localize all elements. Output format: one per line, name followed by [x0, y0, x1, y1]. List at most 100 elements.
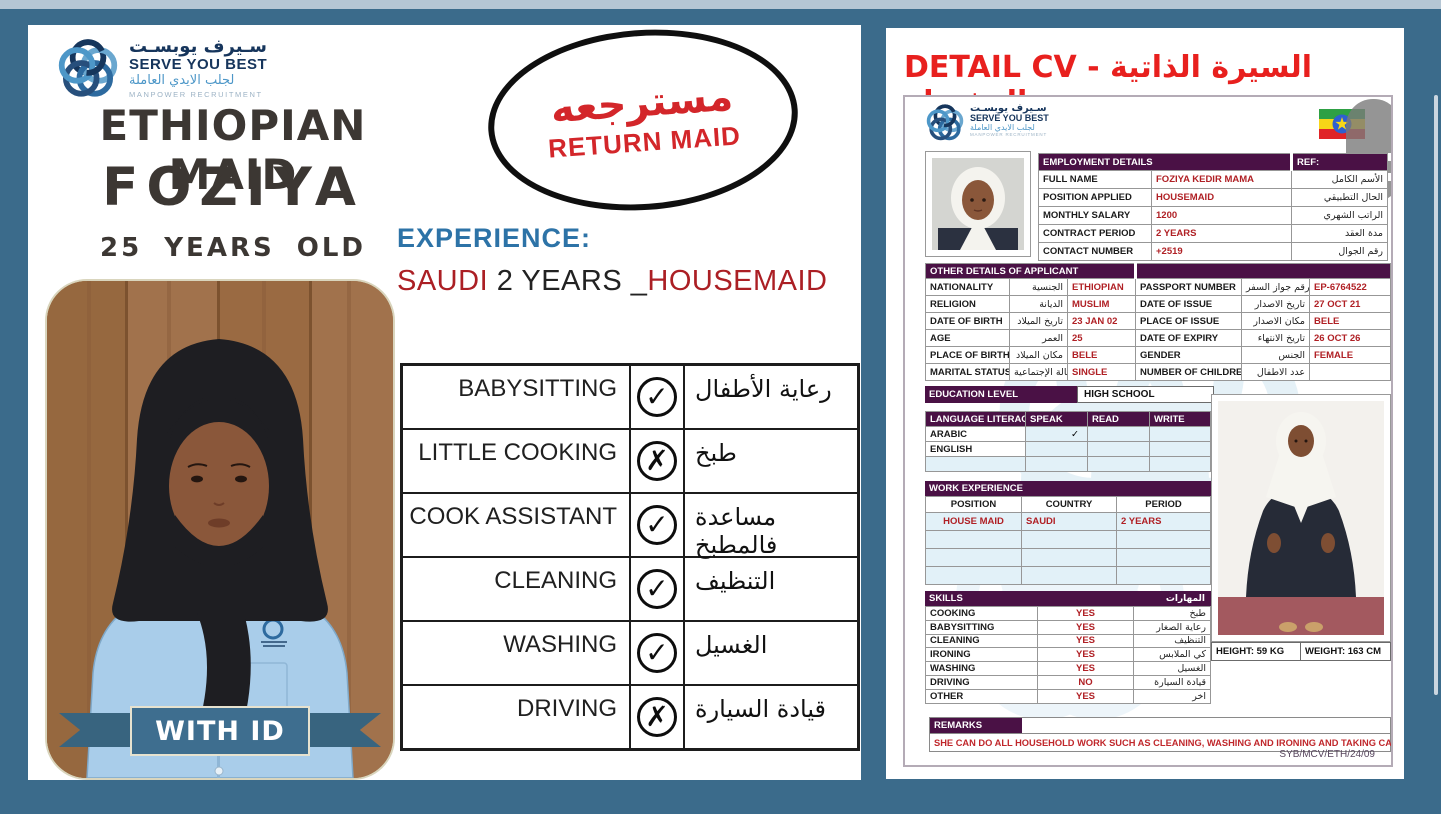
skill-value: NO: [1037, 674, 1134, 690]
check-circle-icon: ✓: [637, 569, 677, 609]
flyer-skills-table: BABYSITTING ✓ رعاية الأطفال LITTLE COOKI…: [400, 363, 860, 751]
work-period: [1116, 566, 1211, 585]
ref-label: REF:: [1290, 153, 1388, 171]
skill-row: BABYSITTING ✓ رعاية الأطفال: [403, 366, 857, 430]
speak-header: SPEAK: [1025, 411, 1088, 427]
maid-photo: WITH ID: [45, 279, 395, 780]
field-value: BELE: [1309, 312, 1391, 330]
skill-name-arabic: مساعدة فالمطبخ: [695, 503, 778, 559]
field-label-arabic: مكان الميلاد: [1009, 346, 1068, 364]
work-period: [1116, 548, 1211, 567]
field-label: DATE OF EXPIRY: [1135, 329, 1242, 347]
return-maid-stamp: مسترجعه RETURN MAID: [482, 19, 804, 221]
field-value: 26 OCT 26: [1309, 329, 1391, 347]
field-label: PLACE OF ISSUE: [1135, 312, 1242, 330]
skill-mark-cell: ✗: [629, 430, 685, 492]
language-header: LANGUAGE LITERACY: [925, 411, 1026, 427]
agency-tagline-arabic: لجلب الايدي العاملة: [970, 122, 1035, 132]
agency-tagline-english: MANPOWER RECRUITMENT: [129, 89, 263, 99]
flyer-headline: ETHIOPIAN MAID: [99, 101, 367, 199]
other-details-header: OTHER DETAILS OF APPLICANT: [925, 263, 1136, 279]
period-header: PERIOD: [1116, 496, 1211, 513]
field-value: [1309, 363, 1391, 381]
field-value: +2519: [1150, 242, 1293, 261]
skill-name: CLEANING: [494, 567, 617, 594]
cv-agency-logo: سـيرف يوبسـت SERVE YOU BEST لجلب الايدي …: [925, 103, 1049, 143]
write-header: WRITE: [1149, 411, 1211, 427]
skill-mark-cell: ✓: [629, 622, 685, 684]
skill-name: COOKING: [925, 606, 1038, 621]
skill-value: YES: [1037, 606, 1134, 621]
field-label: GENDER: [1135, 346, 1242, 364]
skill-value: YES: [1037, 647, 1134, 663]
agency-name-english: SERVE YOU BEST: [129, 56, 268, 74]
skill-name-arabic: طبخ: [695, 439, 737, 467]
education-level-label: EDUCATION LEVEL: [925, 386, 1077, 403]
work-position: [925, 548, 1022, 567]
field-label-arabic: الديانة: [1009, 295, 1068, 313]
field-value: ETHIOPIAN: [1067, 278, 1136, 296]
skill-mark-cell: ✓: [629, 558, 685, 620]
body-stats: HEIGHT: 59 KG WEIGHT: 163 CM: [1211, 642, 1391, 661]
field-value: 23 JAN 02: [1067, 312, 1136, 330]
cv-agency-logo-text: سـيرف يوبسـت SERVE YOU BEST لجلب الايدي …: [970, 103, 1049, 138]
field-value: 27 OCT 21: [1309, 295, 1391, 313]
skill-name: BABYSITTING: [458, 375, 617, 402]
cross-circle-icon: ✗: [637, 697, 677, 737]
scrollbar-hint[interactable]: [1434, 95, 1438, 695]
field-label: NUMBER OF CHILDREN: [1135, 363, 1242, 381]
cross-circle-icon: ✗: [637, 441, 677, 481]
skill-name-arabic: طبخ: [1133, 606, 1211, 621]
field-label-arabic: الراتب الشهري: [1291, 206, 1388, 225]
work-country: [1021, 566, 1117, 585]
read-check: [1087, 426, 1150, 442]
skill-name-arabic: قيادة السيارة: [1133, 674, 1211, 690]
skill-name-arabic: اخر: [1133, 688, 1211, 704]
speak-check: ✓: [1025, 426, 1088, 442]
work-country: SAUDI: [1021, 512, 1117, 531]
language-name: ARABIC: [925, 426, 1026, 442]
skill-name: WASHING: [503, 631, 617, 658]
skill-row: COOK ASSISTANT ✓ مساعدة فالمطبخ: [403, 494, 857, 559]
field-label: CONTACT NUMBER: [1038, 242, 1152, 261]
field-label: DATE OF ISSUE: [1135, 295, 1242, 313]
field-label-arabic: تاريخ الميلاد: [1009, 312, 1068, 330]
skill-mark-cell: ✓: [629, 366, 685, 428]
field-label-arabic: تاريخ الاصدار: [1241, 295, 1310, 313]
field-label-arabic: رقم الجوال: [1291, 242, 1388, 261]
field-label-arabic: رقم جواز السفر: [1241, 278, 1310, 296]
agency-tagline-arabic: لجلب الايدي العاملة: [129, 72, 235, 88]
field-label: POSITION APPLIED: [1038, 188, 1152, 207]
agency-tagline-english: MANPOWER RECRUITMENT: [970, 131, 1047, 137]
experience-country: SAUDI: [397, 265, 489, 297]
experience-years: 2 YEARS: [488, 265, 631, 297]
language-literacy-table: LANGUAGE LITERACY SPEAK READ WRITE ARABI…: [925, 411, 1211, 472]
skill-row: LITTLE COOKING ✗ طبخ: [403, 430, 857, 494]
field-value: FOZIYA KEDIR MAMA: [1150, 170, 1293, 189]
education-level-value: HIGH SCHOOL: [1077, 386, 1214, 403]
field-label: PLACE OF BIRTH: [925, 346, 1010, 364]
agency-name-arabic: سـيرف يوبسـت: [970, 103, 1047, 114]
work-country: [1021, 530, 1117, 549]
field-label-arabic: مكان الاصدار: [1241, 312, 1310, 330]
skill-name-arabic: كي الملابس: [1133, 647, 1211, 663]
field-label-arabic: الجنس: [1241, 346, 1310, 364]
skill-name-arabic: رعاية الصغار: [1133, 619, 1211, 635]
field-label: NATIONALITY: [925, 278, 1010, 296]
skill-value: YES: [1037, 661, 1134, 676]
field-label: RELIGION: [925, 295, 1010, 313]
skill-name-arabic: التنظيف: [695, 567, 776, 595]
passport-photo-illustration: [932, 158, 1024, 250]
work-country: [1021, 548, 1117, 567]
check-circle-icon: ✓: [637, 633, 677, 673]
skill-name: CLEANING: [925, 633, 1038, 649]
skill-row: WASHING ✓ الغسيل: [403, 622, 857, 686]
top-strip: [0, 0, 1441, 9]
skill-name-arabic: الغسيل: [695, 631, 768, 659]
agency-knot-icon: [56, 37, 120, 101]
field-label-arabic: الجنسية: [1009, 278, 1068, 296]
write-check: [1149, 456, 1211, 472]
skills-header-english: SKILLS: [929, 593, 963, 604]
experience-role: HOUSEMAID: [647, 265, 828, 297]
